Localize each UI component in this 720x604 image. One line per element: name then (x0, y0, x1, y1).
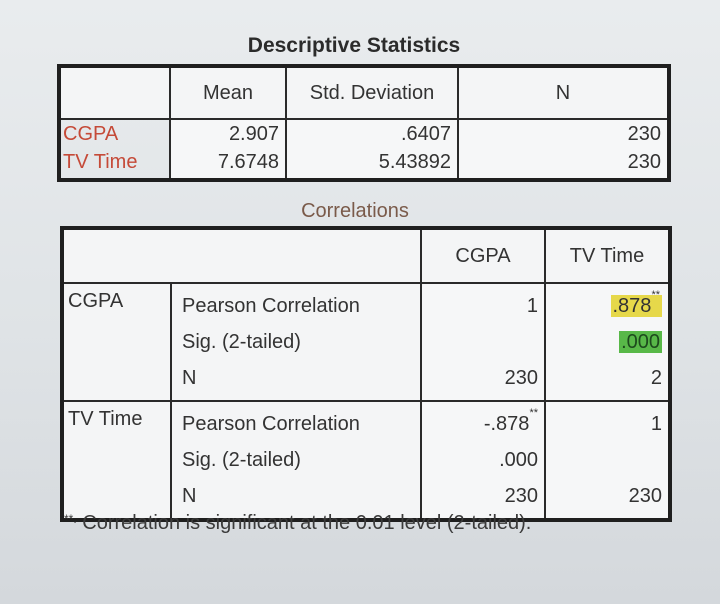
value: 1 (526, 295, 538, 317)
descriptive-statistics-title: Descriptive Statistics (247, 34, 461, 57)
block-label-cgpa: CGPA (61, 282, 172, 402)
value (428, 324, 538, 360)
value: 230 (504, 367, 538, 389)
value: 1 (650, 413, 662, 435)
sd-cgpa: .6407 (400, 123, 451, 145)
cgpa-tv-values: .878** .000 2 (544, 282, 671, 402)
value: .000 (499, 449, 538, 471)
n-values: 230 230 (457, 118, 670, 181)
cgpa-cgpa-values: 1 230 (420, 282, 546, 402)
stat-labels-tv-time: Pearson Correlation Sig. (2-tailed) N (170, 400, 422, 521)
significance-footnote: **. Correlation is significant at the 0.… (64, 512, 532, 534)
header-n: N (457, 65, 670, 120)
stat-pearson: Pearson Correlation (182, 413, 360, 435)
n-cgpa: 230 (627, 123, 661, 145)
header-cgpa: CGPA (420, 227, 546, 284)
header-mean: Mean (169, 65, 287, 120)
header-tv-time: TV Time (544, 227, 671, 284)
value: .878** (552, 288, 662, 324)
descriptive-statistics-table: Mean Std. Deviation N CGPA TV Time 2.907… (57, 64, 671, 182)
row-labels: CGPA TV Time (58, 118, 171, 181)
n-tv-time: 230 (627, 151, 661, 173)
value: .000 (552, 324, 662, 360)
corner-cell (58, 65, 171, 120)
mean-cgpa: 2.907 (228, 123, 279, 145)
mean-tv-time: 7.6748 (217, 151, 279, 173)
row-label-cgpa: CGPA (63, 123, 119, 145)
row-label-tv-time: TV Time (63, 151, 138, 173)
sd-tv-time: 5.43892 (378, 151, 451, 173)
sd-values: .6407 5.43892 (285, 118, 459, 181)
stat-labels-cgpa: Pearson Correlation Sig. (2-tailed) N (170, 282, 422, 402)
tv-cgpa-values: -.878** .000 230 (420, 400, 546, 521)
header-std-deviation: Std. Deviation (285, 65, 459, 120)
tv-tv-values: 1 230 (544, 400, 671, 521)
value: 230 (504, 485, 538, 507)
stat-n: N (182, 485, 197, 507)
mean-values: 2.907 7.6748 (169, 118, 287, 181)
stat-pearson: Pearson Correlation (182, 295, 360, 317)
highlight-green: .000 (619, 331, 662, 353)
stat-sig: Sig. (2-tailed) (182, 449, 301, 471)
value: -.878** (483, 407, 538, 435)
value: 2 (650, 367, 662, 389)
correlations-title: Correlations (301, 200, 409, 222)
stat-n: N (182, 367, 197, 389)
highlight-yellow: .878** (610, 289, 662, 317)
value: 230 (628, 485, 662, 507)
stat-sig: Sig. (2-tailed) (182, 331, 301, 353)
value (552, 442, 662, 478)
corner-cell (61, 227, 422, 284)
block-label-tv-time: TV Time (61, 400, 172, 521)
correlations-table: CGPA TV Time CGPA Pearson Correlation Si… (60, 226, 672, 522)
